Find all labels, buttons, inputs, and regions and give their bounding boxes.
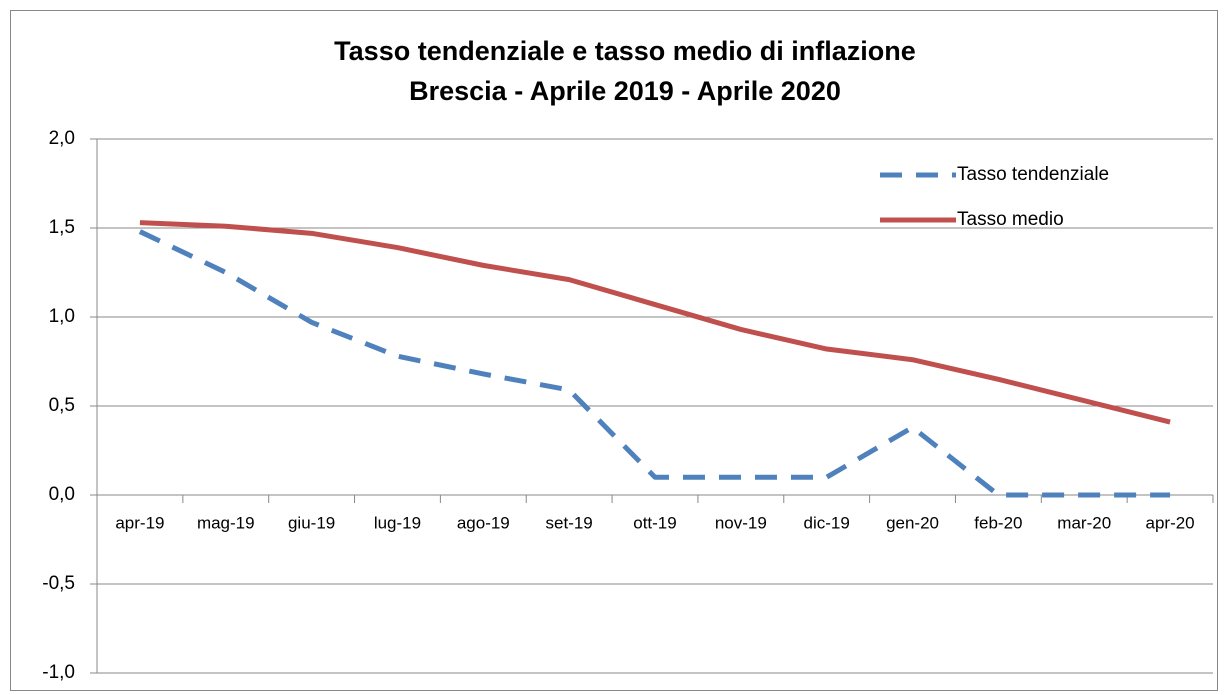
chart-subtitle: Brescia - Aprile 2019 - Aprile 2020 — [409, 76, 841, 106]
x-tick-label: lug-19 — [374, 513, 421, 532]
y-tick-label: 1,5 — [49, 217, 75, 238]
y-tick-label: 1,0 — [49, 306, 75, 327]
x-tick-label: set-19 — [546, 513, 593, 532]
legend-label: Tasso medio — [957, 209, 1064, 230]
x-tick-label: dic-19 — [804, 513, 850, 532]
series-line — [138, 229, 1171, 498]
legend-label: Tasso tendenziale — [957, 164, 1109, 185]
chart-border — [10, 10, 1218, 691]
x-tick-label: ott-19 — [633, 513, 676, 532]
y-tick-label: 0,0 — [49, 484, 75, 505]
y-tick-label: 0,5 — [49, 395, 75, 416]
x-tick-label: nov-19 — [715, 513, 767, 532]
y-tick-label: -1,0 — [42, 662, 75, 683]
y-tick-label: 2,0 — [49, 128, 75, 149]
x-tick-label: ago-19 — [457, 513, 510, 532]
chart-title: Tasso tendenziale e tasso medio di infla… — [334, 36, 916, 66]
x-tick-label: feb-20 — [974, 513, 1022, 532]
x-tick-label: mag-19 — [197, 513, 255, 532]
y-tick-label: -0,5 — [42, 573, 75, 594]
x-tick-label: apr-19 — [115, 513, 164, 532]
x-tick-label: gen-20 — [886, 513, 939, 532]
x-tick-label: mar-20 — [1057, 513, 1111, 532]
x-tick-label: apr-20 — [1146, 513, 1195, 532]
x-tick-label: giu-19 — [288, 513, 335, 532]
series-line — [139, 220, 1171, 425]
